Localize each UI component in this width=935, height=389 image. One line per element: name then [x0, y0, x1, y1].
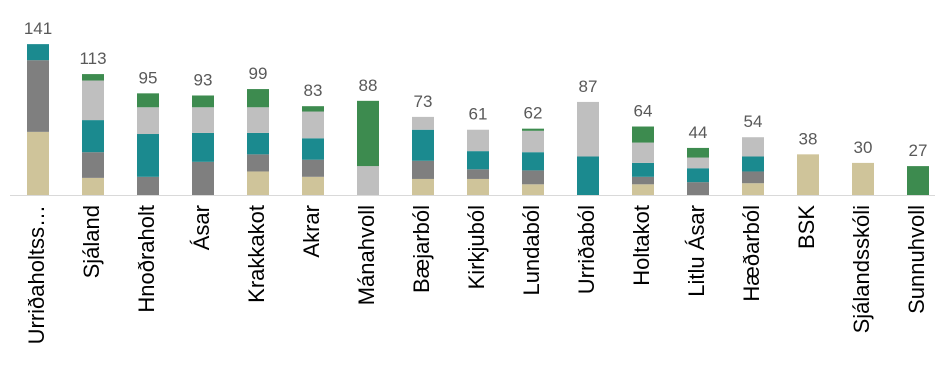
- bar-segment: [687, 147, 709, 158]
- total-label: 64: [634, 102, 653, 121]
- bar-segment: [302, 176, 324, 195]
- x-tick-label: Hnoðraholt: [134, 205, 159, 313]
- bar-segment: [302, 111, 324, 139]
- bar-segment: [247, 171, 269, 195]
- bar-segment: [632, 184, 654, 195]
- bar-segment: [742, 156, 764, 172]
- bar-segment: [467, 178, 489, 195]
- total-label: 27: [909, 141, 928, 160]
- bar-segment: [522, 170, 544, 185]
- bar-segment: [302, 138, 324, 160]
- total-label: 87: [579, 77, 598, 96]
- x-tick-label: Kirkjuból: [464, 205, 489, 289]
- bar-segment: [82, 120, 104, 153]
- total-label: 83: [304, 81, 323, 100]
- x-tick-label: Krakkakot: [244, 205, 269, 303]
- total-label: 73: [414, 92, 433, 111]
- bar-segment: [27, 44, 49, 61]
- bar-segment: [82, 177, 104, 195]
- bar-segment: [247, 154, 269, 172]
- x-tick-label: Litlu Ásar: [684, 205, 709, 297]
- bar-segment: [522, 128, 544, 131]
- total-label: 54: [744, 112, 763, 131]
- x-tick-label: Bæjarból: [409, 205, 434, 293]
- bar-segment: [852, 162, 874, 195]
- bar-segment: [577, 101, 599, 157]
- total-label: 141: [24, 19, 52, 38]
- total-label: 44: [689, 123, 708, 142]
- bar-segment: [412, 160, 434, 179]
- bar-segment: [742, 137, 764, 157]
- bar-segment: [522, 130, 544, 153]
- bar-segment: [302, 159, 324, 177]
- total-label: 99: [249, 64, 268, 83]
- bar-segment: [632, 176, 654, 185]
- x-tick-label: Akrar: [299, 205, 324, 258]
- total-label: 95: [139, 68, 158, 87]
- x-tick-label: Urriðaholtss…: [24, 205, 49, 344]
- bar-segment: [632, 142, 654, 163]
- bar-segment: [467, 151, 489, 170]
- bar-segment: [247, 89, 269, 108]
- total-label: 113: [79, 49, 106, 68]
- x-tick-label: Holtakot: [629, 205, 654, 286]
- bar-segment: [137, 176, 159, 195]
- bar-segment: [192, 161, 214, 195]
- total-label: 62: [524, 104, 543, 123]
- bar-segment: [82, 74, 104, 81]
- x-tick-label: Ásar: [189, 205, 214, 250]
- bar-segment: [82, 152, 104, 178]
- bar-segment: [192, 132, 214, 162]
- bar-segment: [522, 184, 544, 195]
- x-tick-label: Sjálandsskóli: [849, 205, 874, 333]
- bar-segment: [412, 116, 434, 130]
- x-tick-label: Mánahvoll: [354, 205, 379, 305]
- bar-segment: [522, 152, 544, 171]
- total-label: 61: [469, 105, 488, 124]
- bar-segment: [412, 129, 434, 161]
- bar-segment: [687, 182, 709, 195]
- bar-segment: [302, 106, 324, 112]
- bar-segment: [192, 107, 214, 133]
- total-label: 93: [194, 70, 213, 89]
- bar-segment: [192, 95, 214, 108]
- bar-segment: [137, 107, 159, 135]
- bar-segment: [467, 129, 489, 152]
- x-tick-label: Sjáland: [79, 205, 104, 278]
- bar-segment: [27, 131, 49, 195]
- bar-segment: [907, 166, 929, 195]
- x-tick-label: Urriðaból: [574, 205, 599, 294]
- bar-segment: [632, 162, 654, 177]
- bar-segment: [742, 171, 764, 184]
- bar-segment: [137, 134, 159, 177]
- bar-segment: [632, 126, 654, 143]
- bar-segment: [687, 168, 709, 183]
- bar-segment: [467, 169, 489, 179]
- bar-segment: [687, 157, 709, 169]
- bar-segment: [247, 132, 269, 155]
- x-tick-label: Sunnuhvoll: [904, 205, 929, 314]
- total-label: 38: [799, 129, 818, 148]
- bar-segment: [412, 178, 434, 195]
- x-tick-label: Hæðarból: [739, 205, 764, 302]
- x-tick-label: BSK: [794, 205, 819, 249]
- bar-segment: [137, 93, 159, 108]
- bar-segment: [82, 80, 104, 121]
- total-label: 88: [359, 76, 378, 95]
- bar-segment: [742, 183, 764, 195]
- bar-segment: [27, 60, 49, 132]
- bar-segment: [247, 107, 269, 133]
- bar-segment: [577, 156, 599, 195]
- x-tick-label: Lundaból: [519, 205, 544, 296]
- bar-segment: [797, 154, 819, 195]
- bar-segment: [357, 166, 379, 195]
- bar-segment: [357, 100, 379, 167]
- total-label: 30: [854, 138, 873, 157]
